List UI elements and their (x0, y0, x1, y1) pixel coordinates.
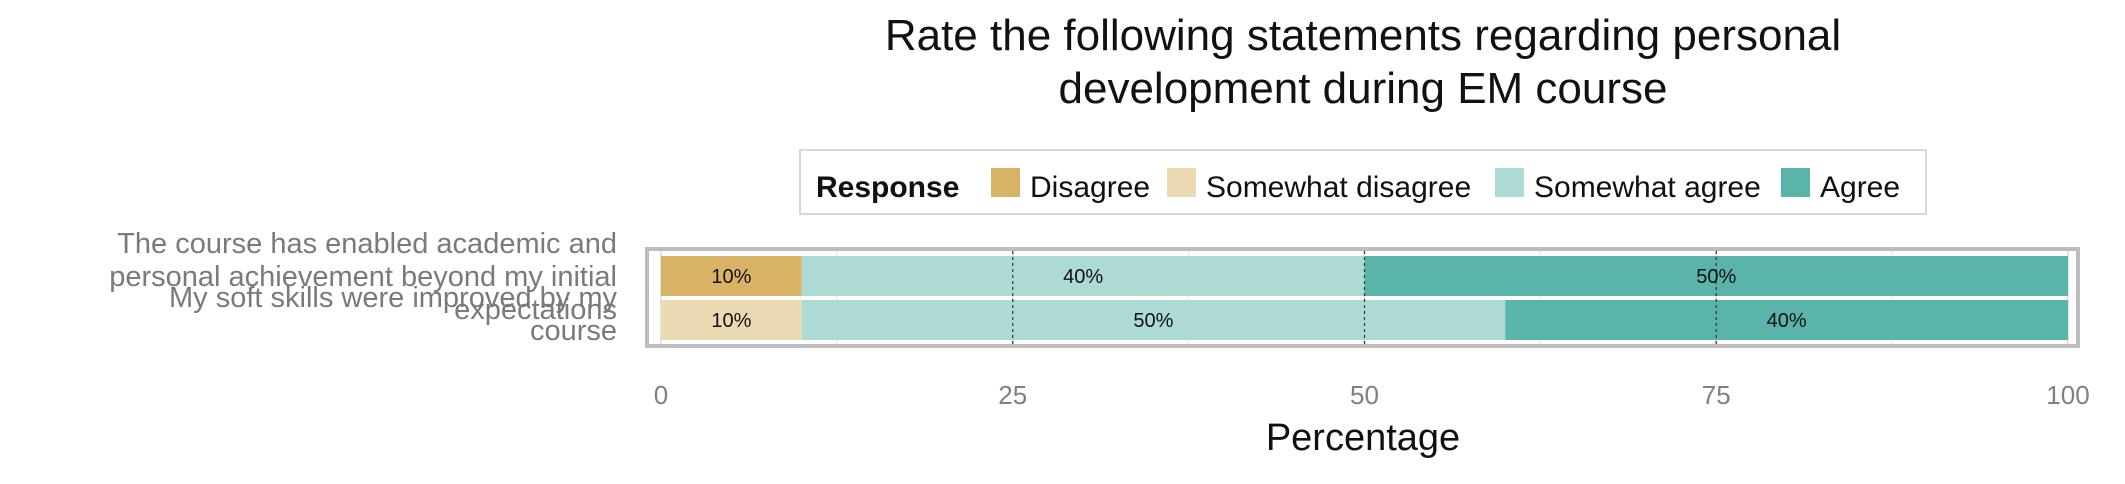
data-label: 40% (1767, 310, 1807, 332)
legend-label-agree: Agree (1820, 171, 1900, 204)
data-label: 10% (711, 266, 751, 288)
legend-swatch-agree (1781, 168, 1810, 197)
bars-layer (661, 256, 2068, 340)
legend-label-somewhat-disagree: Somewhat disagree (1206, 171, 1471, 204)
legend: Response Disagree Somewhat disagree Some… (799, 149, 1927, 215)
chart-title-line-2: development during EM course (1059, 64, 1668, 113)
category-label-line: expectations (454, 294, 617, 326)
bar-segment-disagree (661, 256, 802, 296)
x-tick-label: 50 (1350, 380, 1379, 410)
x-tick-label: 75 (1702, 380, 1731, 410)
legend-label-disagree: Disagree (1030, 171, 1150, 204)
category-label-line: The course has enabled academic and (117, 228, 617, 260)
legend-label-somewhat-agree: Somewhat agree (1534, 171, 1761, 204)
data-label: 50% (1133, 310, 1173, 332)
legend-swatch-somewhat-disagree (1167, 168, 1196, 197)
x-axis-title: Percentage (1266, 417, 1460, 459)
legend-swatch-somewhat-agree (1495, 168, 1524, 197)
category-label-line: personal achievement beyond my initial (109, 261, 617, 293)
x-tick-label: 0 (654, 380, 668, 410)
data-label: 40% (1063, 266, 1103, 288)
category-label-line: My soft skills were improved by my (169, 282, 617, 314)
category-labels-layer: The course has enabled academic andperso… (109, 228, 617, 347)
x-axis-ticks-layer: 0 25 50 75 100 (654, 380, 2090, 410)
bar-segment-somewhat-agree (801, 300, 1506, 340)
x-tick-label: 25 (998, 380, 1027, 410)
data-label: 10% (711, 310, 751, 332)
x-tick-label: 100 (2046, 380, 2089, 410)
legend-box (799, 149, 1927, 215)
category-label-line: course (530, 315, 617, 347)
legend-title: Response (816, 171, 959, 204)
data-labels-layer: 10% 40% 50% 10% 50% 40% (711, 266, 1806, 332)
data-label: 50% (1696, 266, 1736, 288)
legend-swatch-disagree (991, 168, 1020, 197)
bar-segment-somewhat-agree (801, 256, 1365, 296)
bar-segment-somewhat-disagree (661, 300, 802, 340)
chart-title-line-1: Rate the following statements regarding … (885, 11, 1841, 60)
bar-segment-agree (1505, 300, 2068, 340)
